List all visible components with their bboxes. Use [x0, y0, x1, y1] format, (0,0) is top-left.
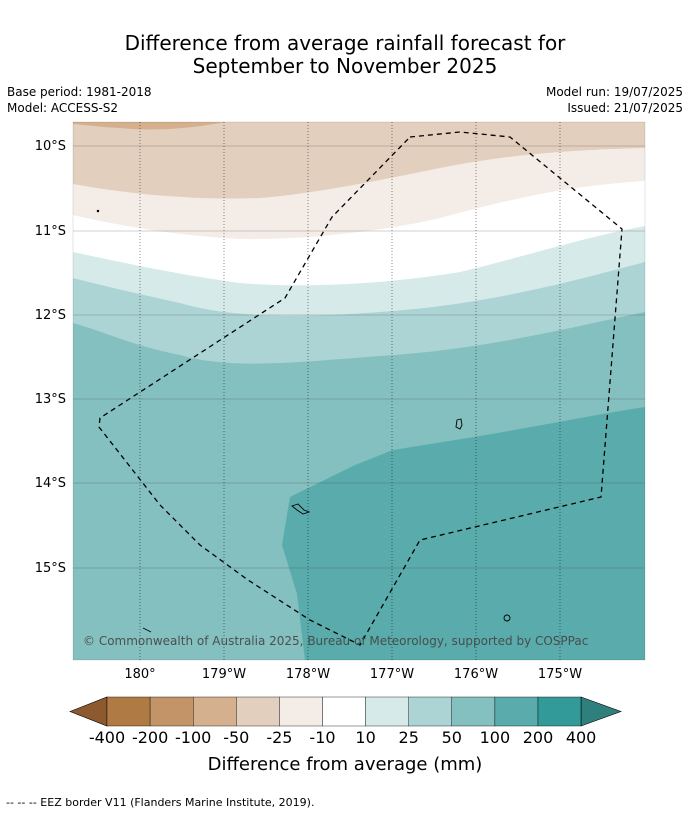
- colorbar-swatch: [322, 696, 366, 727]
- colorbar-tick-label: -10: [309, 728, 335, 747]
- colorbar-tick-label: -50: [223, 728, 249, 747]
- map-gridlines: [73, 122, 645, 660]
- colorbar-swatch: [365, 696, 409, 727]
- lat-label-10s: 10°S: [35, 139, 66, 154]
- base-period-label: Base period: 1981-2018: [7, 85, 152, 99]
- colorbar-swatch: [149, 696, 194, 727]
- band-minus50-minus100: [73, 122, 225, 130]
- lat-label-15s: 15°S: [35, 561, 66, 576]
- map-shading: [73, 122, 645, 660]
- longitude-labels: 180° 179°W 178°W 177°W 176°W 175°W: [124, 667, 582, 682]
- eez-border: [98, 131, 623, 646]
- eez-footnote: -- -- -- EEZ border V11 (Flanders Marine…: [6, 796, 315, 809]
- model-run-label: Model run: 19/07/2025: [545, 85, 683, 99]
- colorbar: [69, 696, 622, 727]
- lon-label-175w: 175°W: [538, 667, 582, 682]
- lon-label-177w: 177°W: [370, 667, 414, 682]
- island-dot: [96, 209, 100, 213]
- colorbar-tick-labels: -400 -200 -100 -50 -25 -10 10 25 50 100 200 400: [89, 728, 597, 747]
- map-frame: [72, 121, 646, 661]
- colorbar-tick-label: 25: [399, 728, 419, 747]
- lon-label-178w: 178°W: [286, 667, 330, 682]
- island-fiji-east: [291, 503, 311, 515]
- lon-label-180: 180°: [124, 667, 155, 682]
- colorbar-tick-label: 10: [355, 728, 375, 747]
- colorbar-tick-label: -200: [132, 728, 168, 747]
- colorbar-swatch: [236, 696, 280, 727]
- copyright-text: © Commonwealth of Australia 2025, Bureau…: [83, 634, 588, 648]
- island-islet: [503, 614, 511, 622]
- colorbar-tick-label: 100: [480, 728, 511, 747]
- island-small: [455, 418, 463, 430]
- colorbar-swatch: [279, 696, 323, 727]
- band-100-200: [282, 407, 645, 660]
- colorbar-swatch: [451, 696, 496, 727]
- band-minus25-minus50: [73, 122, 645, 199]
- lat-label-12s: 12°S: [35, 308, 66, 323]
- colorbar-tick-label: 50: [442, 728, 462, 747]
- colorbar-extend-high: [580, 696, 622, 727]
- colorbar-swatch: [408, 696, 453, 727]
- lat-label-14s: 14°S: [35, 476, 66, 491]
- lon-label-179w: 179°W: [202, 667, 246, 682]
- island-west: [142, 627, 152, 633]
- colorbar-tick-label: -100: [175, 728, 211, 747]
- map-title-line2: September to November 2025: [192, 54, 498, 78]
- colorbar-tick-label: -25: [266, 728, 292, 747]
- latitude-labels: 10°S 11°S 12°S 13°S 14°S 15°S: [35, 139, 66, 576]
- colorbar-swatch: [537, 696, 582, 727]
- map-title-line1: Difference from average rainfall forecas…: [124, 31, 566, 55]
- colorbar-swatch: [192, 696, 237, 727]
- model-label: Model: ACCESS-S2: [7, 101, 119, 115]
- lat-label-13s: 13°S: [35, 392, 66, 407]
- colorbar-title: Difference from average (mm): [208, 754, 483, 775]
- colorbar-tick-label: 400: [566, 728, 597, 747]
- colorbar-swatch: [106, 696, 151, 727]
- lat-label-11s: 11°S: [35, 224, 66, 239]
- islands: [96, 209, 511, 633]
- rainfall-map: 10°S 11°S 12°S 13°S 14°S 15°S 180° 179°W…: [35, 121, 646, 775]
- colorbar-tick-label: 200: [523, 728, 554, 747]
- colorbar-extend-low: [69, 696, 108, 727]
- colorbar-tick-label: -400: [89, 728, 125, 747]
- colorbar-swatch: [494, 696, 539, 727]
- lon-label-176w: 176°W: [454, 667, 498, 682]
- issued-label: Issued: 21/07/2025: [567, 101, 683, 115]
